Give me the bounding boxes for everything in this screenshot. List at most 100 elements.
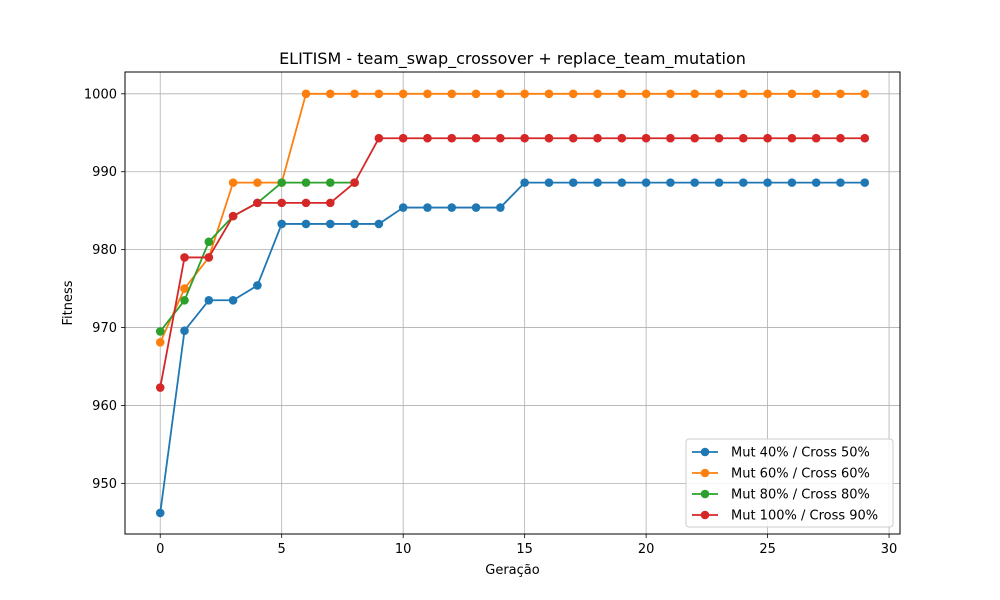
legend-label: Mut 80% / Cross 80% (731, 488, 870, 503)
data-point (180, 295, 189, 305)
legend-marker (700, 468, 710, 478)
data-point (325, 219, 335, 229)
data-point (520, 89, 529, 99)
data-point (398, 203, 408, 212)
data-point (228, 295, 238, 305)
data-point (787, 133, 797, 143)
legend-label: Mut 40% / Cross 50% (731, 446, 870, 461)
x-tick-label: 25 (759, 542, 776, 557)
data-point (738, 133, 748, 143)
grid (125, 72, 900, 534)
data-point (617, 133, 627, 143)
y-tick-label: 960 (92, 399, 117, 414)
data-point (860, 178, 870, 187)
data-point (350, 219, 359, 229)
data-point (763, 178, 772, 187)
data-point (471, 89, 481, 99)
data-point (811, 178, 821, 187)
legend-label: Mut 100% / Cross 90% (731, 509, 878, 524)
data-point (860, 133, 870, 143)
chart-title: ELITISM - team_swap_crossover + replace_… (279, 49, 746, 69)
data-point (155, 338, 165, 347)
y-axis-title: Fitness (61, 280, 76, 325)
legend-marker (700, 510, 710, 520)
data-point (496, 203, 505, 212)
y-tick-label: 1000 (84, 87, 117, 102)
data-point (666, 178, 675, 187)
x-tick-label: 0 (156, 542, 164, 557)
legend-item: Mut 80% / Cross 80% (692, 488, 870, 503)
data-point (350, 178, 359, 187)
data-point (860, 89, 870, 99)
y-tick-label: 980 (92, 243, 117, 258)
data-point (471, 133, 481, 143)
data-point (253, 281, 262, 290)
data-point (568, 133, 578, 143)
ticks: 0 5 10 15 20 25 30 950 960 970 980 990 1000 (84, 87, 897, 557)
legend-item: Mut 60% / Cross 60% (692, 467, 870, 482)
data-point (836, 178, 845, 187)
data-point (204, 253, 214, 262)
series-4 (155, 133, 870, 392)
data-point (496, 89, 505, 99)
data-point (277, 178, 287, 187)
data-point (738, 89, 748, 99)
data-point (447, 133, 457, 143)
data-point (423, 89, 432, 99)
data-point (593, 133, 602, 143)
data-point (690, 89, 700, 99)
data-point (301, 178, 311, 187)
x-tick-label: 20 (638, 542, 655, 557)
x-tick-label: 10 (395, 542, 412, 557)
data-point (228, 211, 238, 221)
data-point (836, 133, 845, 143)
data-point (763, 133, 772, 143)
data-point (836, 89, 845, 99)
data-point (350, 89, 359, 99)
data-point (301, 89, 311, 99)
data-point (180, 253, 189, 262)
data-point (641, 178, 651, 187)
data-point (496, 133, 505, 143)
data-point (714, 178, 724, 187)
data-point (155, 508, 165, 518)
data-point (180, 284, 189, 293)
data-point (447, 203, 457, 212)
x-axis-title: Geração (485, 563, 539, 578)
data-point (253, 198, 262, 208)
legend-item: Mut 100% / Cross 90% (692, 509, 878, 524)
data-point (325, 178, 335, 187)
data-point (155, 383, 165, 392)
data-point (714, 89, 724, 99)
data-point (374, 133, 384, 143)
x-tick-label: 15 (516, 542, 533, 557)
y-tick-label: 990 (92, 165, 117, 180)
data-point (277, 219, 287, 229)
series-layer (155, 89, 870, 518)
data-point (811, 133, 821, 143)
data-point (155, 327, 165, 336)
data-point (787, 89, 797, 99)
data-point (593, 89, 602, 99)
data-point (544, 133, 554, 143)
data-point (641, 89, 651, 99)
data-point (204, 237, 214, 247)
data-point (277, 198, 287, 208)
data-point (301, 219, 311, 229)
x-tick-label: 5 (278, 542, 286, 557)
series-1 (155, 178, 870, 518)
data-point (398, 89, 408, 99)
data-point (447, 89, 457, 99)
legend-marker (700, 489, 710, 499)
data-point (423, 133, 432, 143)
data-point (763, 89, 772, 99)
y-tick-label: 950 (92, 477, 117, 492)
data-point (568, 89, 578, 99)
data-point (301, 198, 311, 208)
legend-item: Mut 40% / Cross 50% (692, 446, 870, 461)
data-point (568, 178, 578, 187)
data-point (471, 203, 481, 212)
data-point (738, 178, 748, 187)
data-point (423, 203, 432, 212)
data-point (520, 133, 529, 143)
